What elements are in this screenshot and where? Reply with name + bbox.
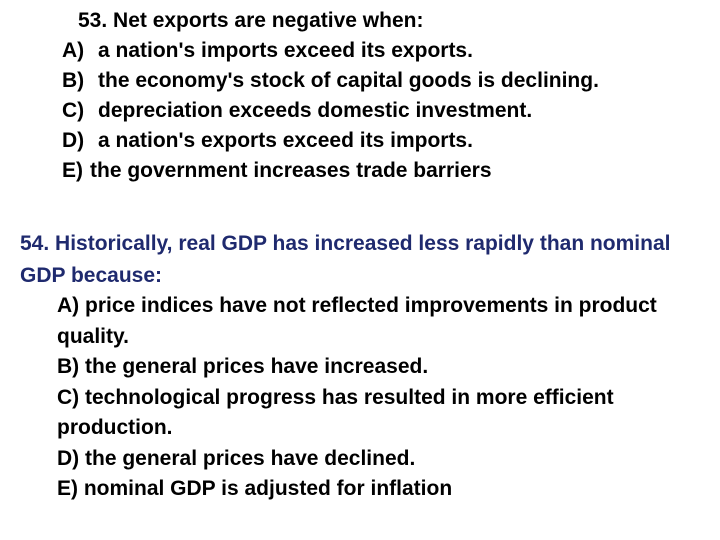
question-53: 53. Net exports are negative when: A) a n… [62, 6, 712, 186]
option-text: a nation's imports exceed its exports. [98, 39, 473, 62]
question-53-option-d: D) a nation's exports exceed its imports. [62, 126, 712, 156]
option-letter: D) [62, 129, 85, 152]
option-text: depreciation exceeds domestic investment… [98, 99, 533, 122]
question-54-text: 54. Historically, real GDP has increased… [20, 232, 671, 287]
option-letter: E) [62, 159, 83, 182]
option-letter: B) [62, 69, 85, 92]
question-54-option-e: E) nominal GDP is adjusted for inflation [57, 477, 453, 500]
question-54-option-b: B) the general prices have increased. [57, 355, 429, 378]
option-text: the government increases trade barriers [90, 159, 492, 182]
question-54-option-a: A) price indices have not reflected impr… [57, 294, 657, 348]
question-54-option-c: C) technological progress has resulted i… [57, 385, 614, 440]
question-54-option-d: D) the general prices have declined. [57, 446, 416, 470]
option-letter: A) [62, 39, 85, 62]
question-53-option-a: A) a nation's imports exceed its exports. [62, 36, 712, 66]
question-53-option-c: C) depreciation exceeds domestic investme… [62, 96, 712, 126]
question-54: 54. Historically, real GDP has increased… [20, 228, 710, 505]
question-53-text: 53. Net exports are negative when: [78, 9, 424, 32]
question-53-option-e: E) the government increases trade barrier… [62, 156, 712, 186]
option-letter: C) [62, 99, 85, 122]
question-53-option-b: B) the economy's stock of capital goods i… [62, 66, 712, 96]
option-text: the economy's stock of capital goods is … [98, 69, 599, 92]
option-text: a nation's exports exceed its imports. [98, 129, 473, 152]
